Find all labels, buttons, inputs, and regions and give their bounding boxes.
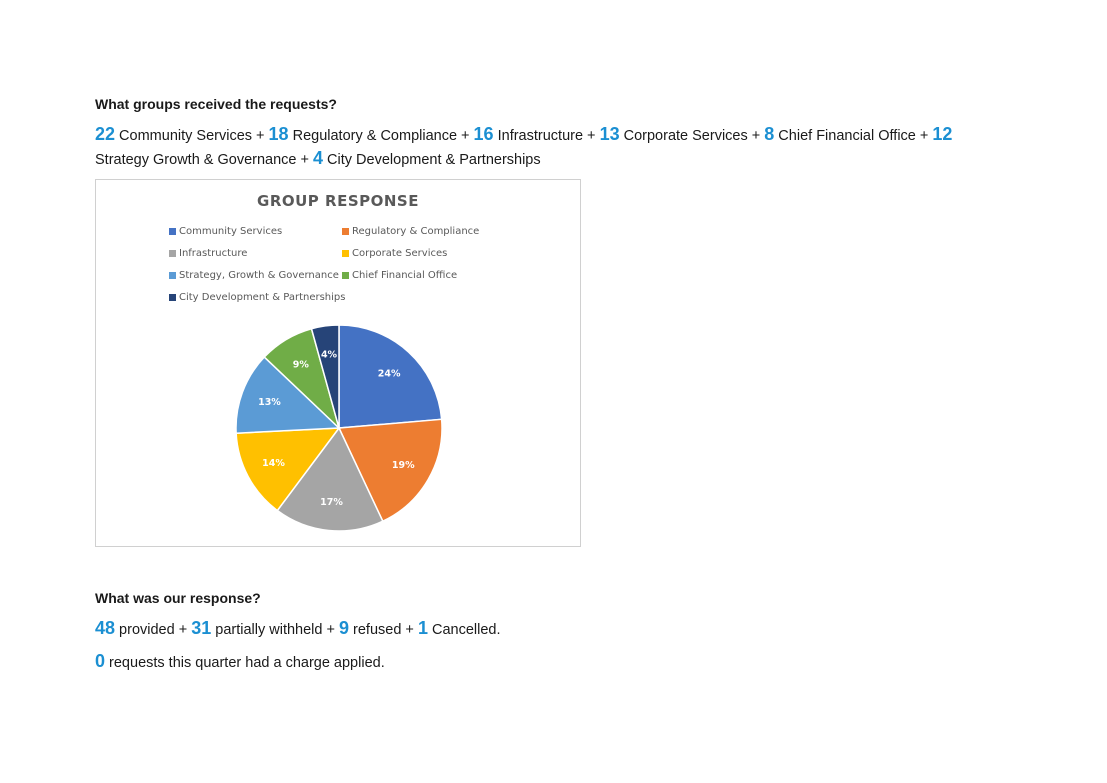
label-partially-withheld: partially withheld + <box>211 622 339 638</box>
legend-swatch <box>342 272 349 279</box>
label-strategy-growth-governance: Strategy Growth & Governance + <box>95 152 314 168</box>
slice-label: 24% <box>378 368 401 379</box>
legend-swatch <box>342 228 349 235</box>
count-corporate-services: 13 <box>599 124 620 144</box>
pie-slice <box>337 418 443 523</box>
pie-slice <box>310 324 340 429</box>
groups-heading: What groups received the requests? <box>95 96 337 112</box>
label-cancelled: Cancelled. <box>427 622 501 638</box>
legend-swatch <box>169 250 176 257</box>
label-chief-financial-office: Chief Financial Office + <box>774 128 933 144</box>
response-summary-line: 48 provided + 31 partially withheld + 9 … <box>95 618 501 639</box>
legend-label: Strategy, Growth & Governance <box>179 270 339 281</box>
slice-label: 17% <box>320 497 343 508</box>
slice-label: 9% <box>293 359 310 370</box>
legend-label: Community Services <box>179 226 283 237</box>
label-charged: requests this quarter had a charge appli… <box>105 655 385 671</box>
legend-swatch <box>169 272 176 279</box>
count-strategy-growth-governance: 12 <box>932 124 953 144</box>
legend-item: Infrastructure <box>169 248 247 259</box>
legend-item: Corporate Services <box>342 248 447 259</box>
legend-label: Corporate Services <box>352 248 448 259</box>
legend-label: Chief Financial Office <box>352 270 458 281</box>
legend-label: Infrastructure <box>179 248 248 259</box>
legend-item: Regulatory & Compliance <box>342 226 479 237</box>
pie-slice <box>235 355 341 435</box>
count-community-services: 22 <box>95 124 116 144</box>
legend-item: Community Services <box>169 226 282 237</box>
label-community-services: Community Services + <box>115 128 269 144</box>
slice-label: 19% <box>392 460 415 471</box>
legend-item: Chief Financial Office <box>342 270 457 281</box>
count-cancelled: 1 <box>417 618 428 638</box>
slice-label: 14% <box>262 458 285 469</box>
legend-item: Strategy, Growth & Governance <box>169 270 339 281</box>
pie-slice <box>338 324 443 429</box>
chart-title: GROUP RESPONSE <box>257 192 419 210</box>
count-refused: 9 <box>339 618 350 638</box>
count-city-development: 4 <box>313 148 324 168</box>
count-chief-financial-office: 8 <box>764 124 775 144</box>
legend-item: City Development & Partnerships <box>169 292 345 303</box>
legend-label: City Development & Partnerships <box>179 292 346 303</box>
pie-slice <box>276 426 384 532</box>
count-regulatory-compliance: 18 <box>268 124 289 144</box>
label-refused: refused + <box>349 622 418 638</box>
label-corporate-services: Corporate Services + <box>619 128 765 144</box>
label-infrastructure: Infrastructure + <box>493 128 600 144</box>
pie-slice <box>235 427 341 512</box>
slice-label: 4% <box>321 350 338 361</box>
legend-label: Regulatory & Compliance <box>352 226 480 237</box>
label-provided: provided + <box>115 622 192 638</box>
groups-summary-line-2: Strategy Growth & Governance + 4 City De… <box>95 148 541 169</box>
legend-swatch <box>169 228 176 235</box>
legend-swatch <box>342 250 349 257</box>
label-regulatory-compliance: Regulatory & Compliance + <box>288 128 474 144</box>
count-infrastructure: 16 <box>473 124 494 144</box>
count-charged: 0 <box>95 651 106 671</box>
slice-label: 13% <box>258 397 281 408</box>
count-provided: 48 <box>95 618 116 638</box>
group-response-chart: GROUP RESPONSE Community Services Regulat… <box>95 179 581 547</box>
legend-swatch <box>169 294 176 301</box>
count-partially-withheld: 31 <box>191 618 212 638</box>
label-city-development: City Development & Partnerships <box>323 152 541 168</box>
charge-summary-line: 0 requests this quarter had a charge app… <box>95 651 385 672</box>
groups-summary-line-1: 22 Community Services + 18 Regulatory & … <box>95 124 952 145</box>
response-heading: What was our response? <box>95 590 261 606</box>
pie-chart: 24% 19% 17% 14% 13% 9% 4% <box>235 324 443 532</box>
